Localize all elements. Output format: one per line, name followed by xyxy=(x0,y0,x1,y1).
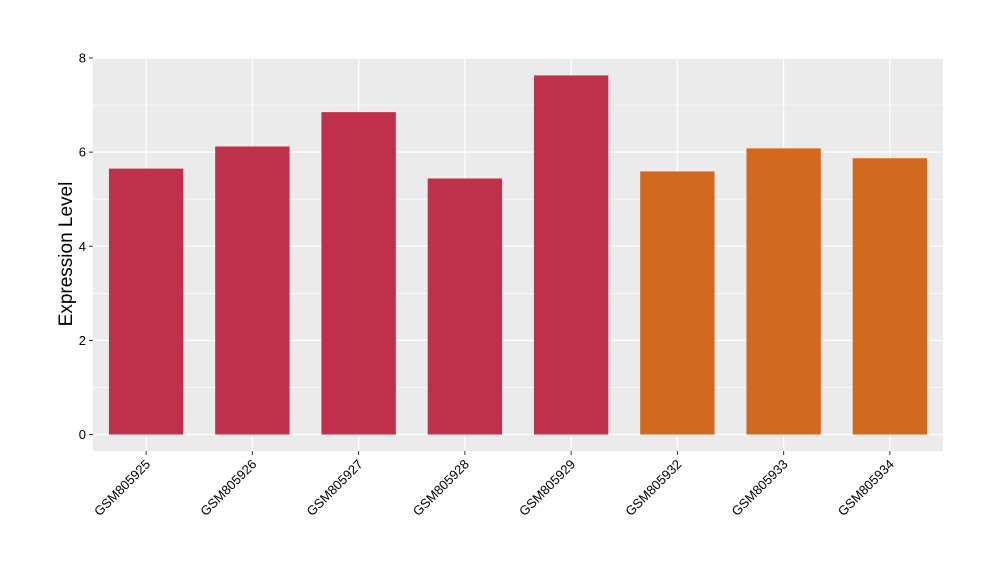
bar-GSM805925 xyxy=(108,168,184,435)
x-tick-label: GSM805925 xyxy=(91,457,153,519)
bar-GSM805926 xyxy=(215,146,290,435)
bar-GSM805928 xyxy=(427,178,503,435)
x-tick-label: GSM805932 xyxy=(622,457,684,519)
y-tick-label: 4 xyxy=(79,239,86,254)
y-tick-label: 2 xyxy=(79,333,86,348)
bar-GSM805929 xyxy=(533,75,609,435)
x-tick-label: GSM805926 xyxy=(197,457,259,519)
bar-GSM805932 xyxy=(640,171,715,435)
bar-GSM805933 xyxy=(746,148,821,435)
bar-GSM805934 xyxy=(852,158,928,435)
y-tick-label: 6 xyxy=(79,145,86,160)
y-axis-title: Expression Level xyxy=(56,182,77,327)
x-tick-label: GSM805929 xyxy=(516,457,578,519)
x-tick-label: GSM805928 xyxy=(410,457,472,519)
x-axis: GSM805925 GSM805926 GSM805927 GSM805928 GSM8… xyxy=(91,451,897,519)
x-tick-label: GSM805934 xyxy=(835,457,897,519)
x-tick-label: GSM805933 xyxy=(729,457,791,519)
x-tick-label: GSM805927 xyxy=(304,457,366,519)
bars xyxy=(108,75,928,435)
bar-GSM805927 xyxy=(321,112,396,435)
y-tick-label: 0 xyxy=(79,427,86,442)
y-axis: 0 2 4 6 8 xyxy=(79,51,93,442)
y-tick-label: 8 xyxy=(79,51,86,66)
